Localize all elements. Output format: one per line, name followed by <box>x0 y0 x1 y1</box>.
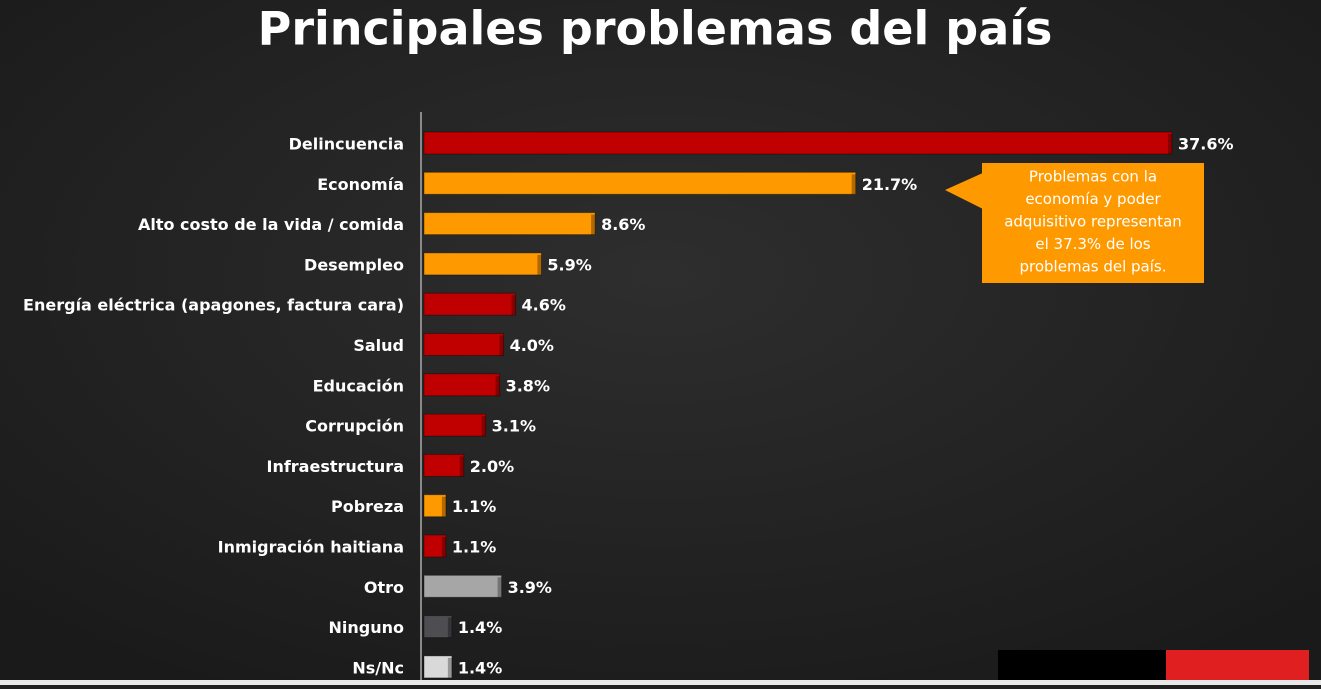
bar-side <box>591 214 596 235</box>
bar-side <box>459 456 464 477</box>
logo-black <box>998 650 1166 685</box>
callout-box <box>982 163 1204 283</box>
value-label: 1.4% <box>458 658 502 677</box>
value-label: 3.8% <box>506 376 550 395</box>
callout-text: adquisitivo representan <box>1004 213 1182 231</box>
bottom-strip <box>0 680 1321 685</box>
bar-side <box>497 577 502 598</box>
callout-text: Problemas con la <box>1029 168 1157 186</box>
value-label: 8.6% <box>601 215 645 234</box>
bar-side <box>851 174 856 195</box>
chart-title: Principales problemas del país <box>258 2 1053 56</box>
bar-side <box>495 375 500 396</box>
category-label: Pobreza <box>331 497 404 516</box>
category-label: Economía <box>317 175 404 194</box>
bar <box>423 655 453 679</box>
category-label: Corrupción <box>305 417 404 436</box>
bar-side <box>441 496 446 517</box>
bar-side <box>481 416 486 437</box>
value-label: 1.1% <box>452 538 496 557</box>
bar <box>423 292 517 316</box>
category-label: Alto costo de la vida / comida <box>138 215 404 234</box>
value-label: 4.0% <box>510 336 554 355</box>
value-label: 3.9% <box>508 578 552 597</box>
category-label: Ns/Nc <box>352 658 404 677</box>
category-label: Educación <box>313 376 404 395</box>
callout-text: problemas del país. <box>1020 258 1167 276</box>
callout-text: economía y poder <box>1025 190 1161 208</box>
bar-side <box>447 657 452 678</box>
category-label: Energía eléctrica (apagones, factura car… <box>23 296 404 315</box>
logo-red <box>1166 650 1309 685</box>
value-label: 1.1% <box>452 497 496 516</box>
bar-side <box>537 254 542 275</box>
category-label: Inmigración haitiana <box>218 538 404 557</box>
bar <box>423 574 503 598</box>
category-label: Delincuencia <box>289 135 404 154</box>
value-label: 3.1% <box>492 417 536 436</box>
value-label: 4.6% <box>522 296 566 315</box>
bar <box>423 615 453 639</box>
bar-side <box>441 537 446 557</box>
bar <box>423 212 596 236</box>
category-label: Salud <box>353 336 404 355</box>
value-label: 1.4% <box>458 618 502 637</box>
category-label: Desempleo <box>304 255 404 274</box>
callout-text: el 37.3% de los <box>1035 235 1150 253</box>
bar <box>423 453 465 477</box>
callout-pointer <box>945 172 985 210</box>
category-label: Otro <box>364 578 404 597</box>
category-label: Ninguno <box>329 618 405 637</box>
bar <box>423 534 447 558</box>
bar <box>423 413 487 437</box>
bar-side <box>499 335 504 356</box>
value-label: 2.0% <box>470 457 514 476</box>
bar-side <box>1168 134 1172 154</box>
bar <box>423 131 1173 155</box>
bar-side <box>447 617 452 638</box>
category-label: Infraestructura <box>266 457 404 476</box>
bar-side <box>511 295 516 316</box>
value-label: 21.7% <box>862 175 918 194</box>
bar <box>423 373 501 397</box>
value-label: 37.6% <box>1178 135 1234 154</box>
bar <box>423 252 542 276</box>
bar <box>423 333 505 356</box>
bar <box>423 171 857 195</box>
bar <box>423 494 447 518</box>
value-label: 5.9% <box>547 255 591 274</box>
